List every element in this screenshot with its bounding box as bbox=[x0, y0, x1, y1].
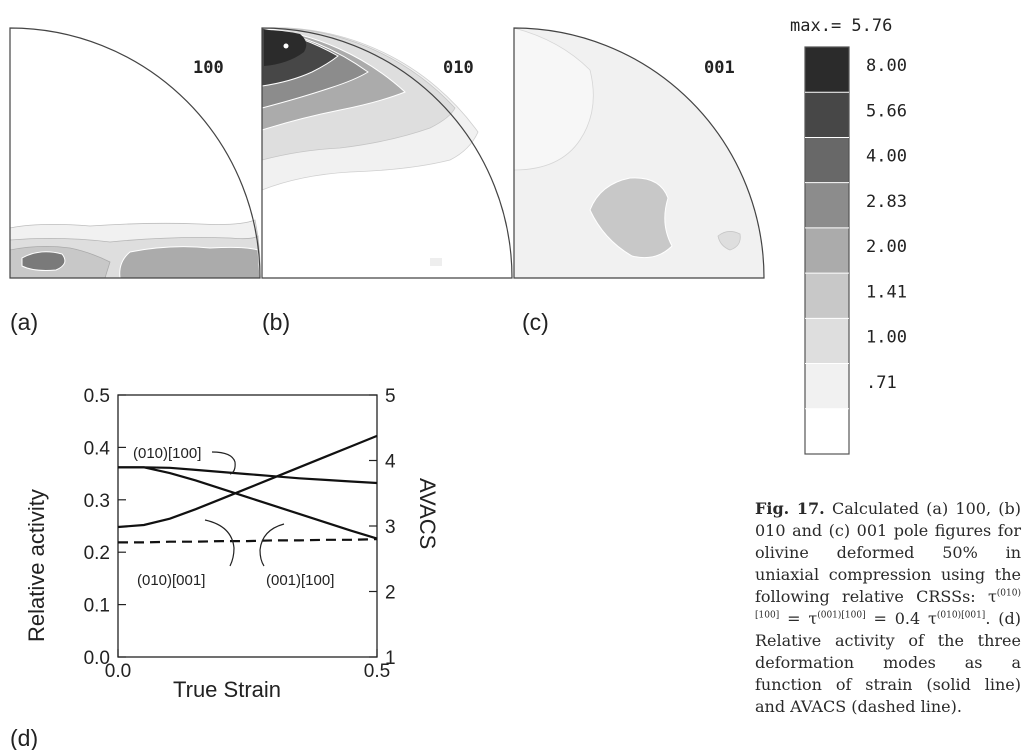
pf-a-contour-peak bbox=[21, 251, 66, 271]
activity-chart: 0.0 0.5 0.0 0.1 0.2 0.3 0.4 0.5 1 2 3 4 5 (010)[10… bbox=[10, 386, 440, 750]
legend-swatches bbox=[805, 47, 849, 454]
y-tick-label: 0.5 bbox=[84, 386, 110, 407]
caption-text-1: Calculated (a) 100, (b) 010 and (c) 001 … bbox=[755, 499, 1021, 606]
caption-text-4: . (d) Relative activity of the three def… bbox=[755, 609, 1021, 716]
y2-tick-label: 4 bbox=[385, 452, 396, 473]
caption-text-2: = τ bbox=[779, 609, 818, 628]
caption-sup-3: (010)[001] bbox=[936, 610, 986, 621]
y2-tick-label: 3 bbox=[385, 517, 396, 538]
pf-a-contour-high2 bbox=[119, 246, 261, 279]
panel-letter-c: (c) bbox=[522, 309, 549, 335]
y-axis-title: Relative activity bbox=[24, 489, 49, 642]
x-axis-ticks: 0.0 0.5 bbox=[105, 649, 390, 682]
leader-010-001 bbox=[204, 519, 235, 567]
leader-001-100 bbox=[259, 523, 285, 567]
legend-swatch-8 bbox=[805, 363, 849, 410]
series-line-001-100 bbox=[118, 466, 378, 540]
y2-tick-label: 5 bbox=[385, 386, 396, 407]
pf-a-outline bbox=[9, 27, 261, 279]
legend-level-label: 4.00 bbox=[866, 147, 907, 167]
legend-swatch-2 bbox=[805, 92, 849, 138]
pole-figure-001: 001 (c) bbox=[513, 27, 765, 335]
legend-level-label: 5.66 bbox=[866, 101, 907, 121]
legend-swatch-6 bbox=[805, 273, 849, 319]
series-line-010-100 bbox=[118, 466, 378, 485]
legend-swatch-4 bbox=[805, 182, 849, 229]
x-tick-label: 0.0 bbox=[105, 661, 131, 682]
y-tick-label: 0.1 bbox=[84, 596, 110, 617]
pf-c-contour-edge bbox=[513, 27, 594, 171]
caption-sup-2: (001)[100] bbox=[817, 610, 866, 621]
pf-b-max-marker bbox=[283, 43, 289, 49]
figure-caption: Fig. 17. Calculated (a) 100, (b) 010 and… bbox=[755, 498, 1021, 718]
y2-axis-ticks: 1 2 3 4 5 bbox=[369, 386, 396, 669]
y2-tick-label: 2 bbox=[385, 583, 396, 604]
annotation-010-001: (010)[001] bbox=[137, 572, 205, 589]
panel-letter-a: (a) bbox=[10, 309, 38, 335]
panel-letter-b: (b) bbox=[262, 309, 290, 335]
y-tick-label: 0.4 bbox=[84, 438, 111, 459]
legend-level-label: 2.83 bbox=[866, 192, 907, 212]
y-tick-label: 0.3 bbox=[84, 491, 110, 512]
legend-level-label: .71 bbox=[866, 373, 897, 393]
legend-level-label: 1.00 bbox=[866, 328, 907, 348]
y-axis-ticks: 0.0 0.1 0.2 0.3 0.4 0.5 bbox=[84, 386, 126, 669]
annotation-001-100: (001)[100] bbox=[266, 572, 334, 589]
y-tick-label: 0.0 bbox=[84, 648, 110, 669]
leader-010-100 bbox=[211, 451, 236, 475]
panel-letter-d: (d) bbox=[10, 725, 38, 750]
pf-c-contour-small bbox=[717, 231, 741, 251]
legend-swatch-3 bbox=[805, 137, 849, 184]
pf-c-contour-mid bbox=[589, 177, 673, 259]
legend-swatch-7 bbox=[805, 318, 849, 365]
x-axis-title: True Strain bbox=[173, 677, 281, 702]
caption-sup-1: (010)[100] bbox=[755, 588, 1021, 621]
series-line-avacs bbox=[118, 538, 378, 544]
pole-figure-label-001: 001 bbox=[704, 58, 735, 78]
y2-axis-title: AVACS bbox=[415, 478, 440, 549]
legend-level-label: 8.00 bbox=[866, 56, 907, 76]
caption-text-3: = 0.4 τ bbox=[865, 609, 937, 628]
y-tick-label: 0.2 bbox=[84, 543, 110, 564]
x-tick-label: 0.5 bbox=[364, 661, 390, 682]
annotation-010-100: (010)[100] bbox=[133, 445, 201, 462]
pole-figure-label-010: 010 bbox=[443, 58, 474, 78]
y2-tick-label: 1 bbox=[385, 648, 396, 669]
caption-figure-number: Fig. 17. bbox=[755, 499, 825, 518]
pole-figure-label-100: 100 bbox=[193, 58, 224, 78]
pf-a-background bbox=[10, 28, 260, 278]
legend-levels: 8.00 5.66 4.00 2.83 2.00 1.41 1.00 .71 bbox=[805, 56, 907, 410]
pf-c-outline bbox=[513, 27, 765, 279]
pole-figure-010: 010 (b) bbox=[261, 27, 513, 335]
series-line-010-001 bbox=[117, 434, 378, 529]
legend-swatch-empty bbox=[805, 408, 849, 454]
contour-legend: max.= 5.76 8.00 5.66 4.00 2.83 2.00 1.41 1.00.… bbox=[790, 16, 907, 455]
legend-swatch-1 bbox=[805, 47, 849, 93]
legend-max-value: max.= 5.76 bbox=[790, 16, 892, 36]
pole-figure-100: 100 (a) bbox=[9, 27, 261, 335]
chart-series bbox=[117, 434, 378, 544]
legend-level-label: 1.41 bbox=[866, 282, 907, 302]
pf-b-outline bbox=[261, 27, 513, 279]
pf-b-speck bbox=[430, 258, 442, 266]
legend-frame bbox=[804, 46, 850, 455]
legend-swatch-5 bbox=[805, 227, 849, 274]
legend-level-label: 2.00 bbox=[866, 237, 907, 257]
